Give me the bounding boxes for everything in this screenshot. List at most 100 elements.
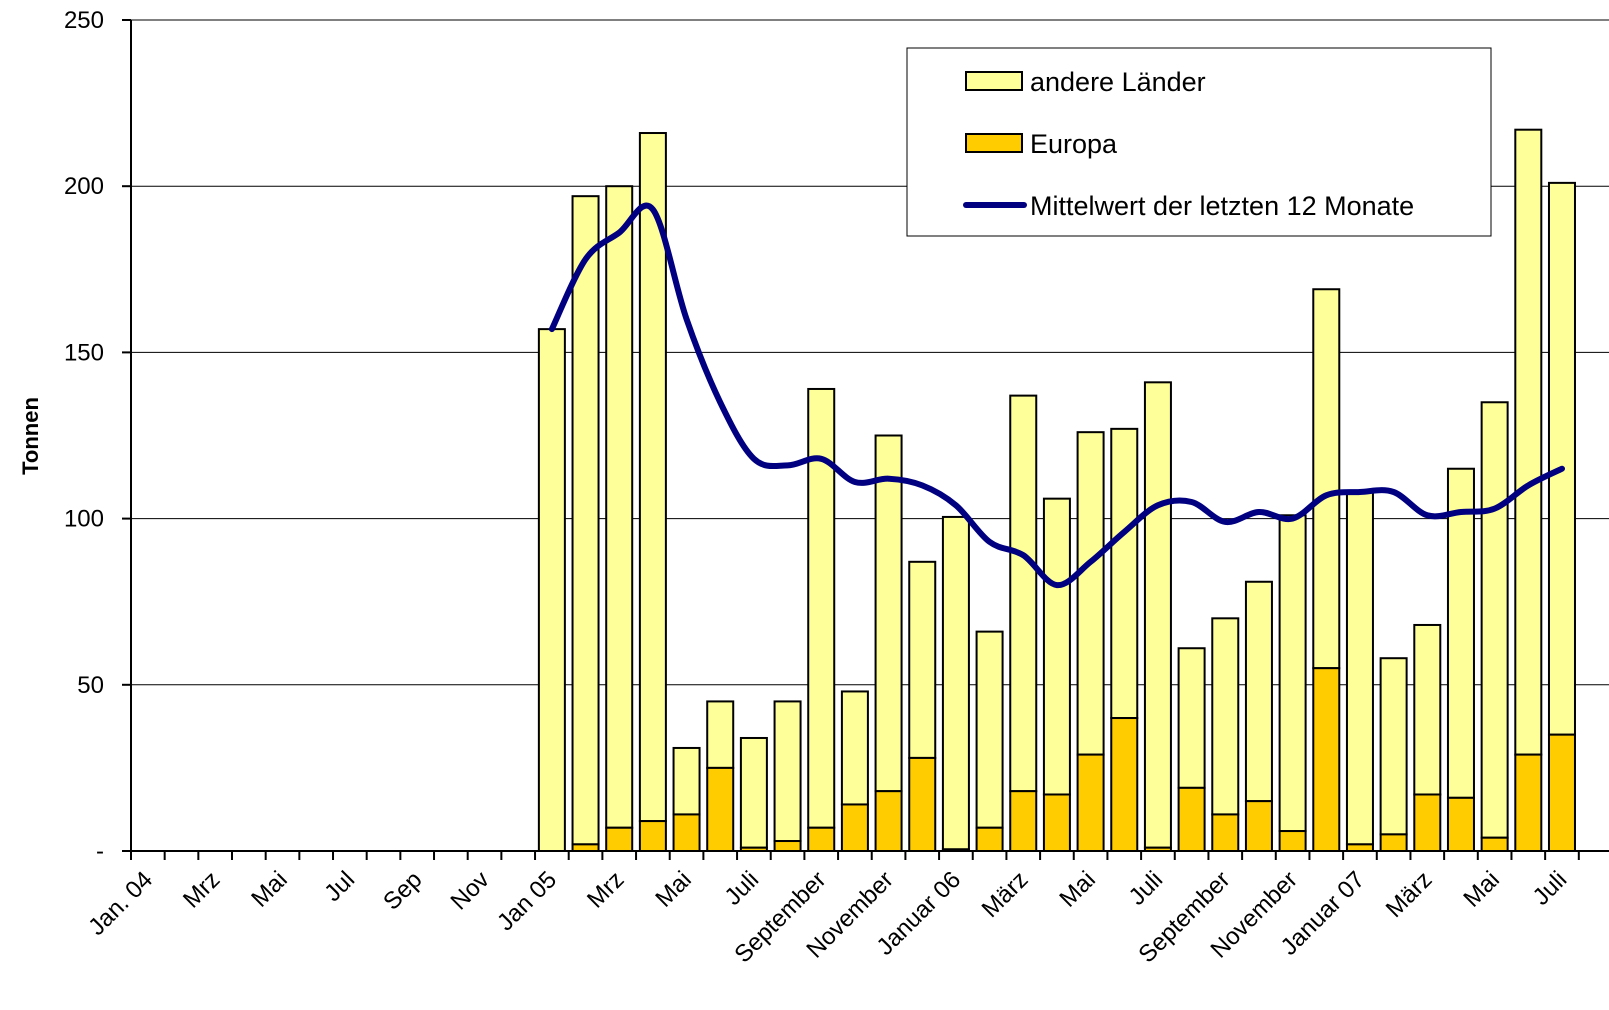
y-tick-label: 100 [64, 506, 104, 533]
x-tick-label: Nov [446, 866, 495, 915]
bar-stack [1413, 623, 1442, 853]
legend-swatch [965, 133, 1023, 153]
y-tick-label: 50 [77, 672, 104, 699]
bar-europa [1547, 733, 1576, 852]
bar-europa [638, 820, 667, 852]
axes [130, 20, 1609, 852]
bar-andere-laender [840, 690, 869, 806]
y-tick-label: - [96, 838, 104, 865]
bar-andere-laender [1177, 647, 1206, 789]
bar-stack [1177, 647, 1206, 852]
bar-stack [605, 185, 634, 852]
bar-andere-laender [1278, 514, 1307, 833]
bar-andere-laender [807, 387, 836, 829]
bar-andere-laender [1143, 381, 1172, 849]
bar-andere-laender [1244, 580, 1273, 803]
bar-europa [672, 813, 701, 852]
x-tick-label: Mrz [582, 866, 629, 913]
bar-andere-laender [908, 560, 937, 759]
bar-europa [1379, 833, 1408, 853]
bar-andere-laender [739, 736, 768, 849]
bar-stack [773, 700, 802, 853]
y-tick-label: 250 [64, 7, 104, 34]
bar-stack [1379, 657, 1408, 853]
bar-stack [1278, 514, 1307, 853]
bar-stack [874, 434, 903, 853]
bar-andere-laender [1009, 394, 1038, 793]
bar-europa [1514, 753, 1543, 852]
bar-stack [1480, 401, 1509, 852]
bar-stack [739, 736, 768, 853]
bar-andere-laender [1379, 657, 1408, 836]
bar-stack [706, 700, 735, 853]
x-tick-label: Mai [650, 866, 696, 912]
bar-europa [1312, 667, 1341, 852]
bar-stack [1042, 497, 1071, 853]
bar-europa [1413, 793, 1442, 853]
bar-stack [908, 560, 937, 852]
bar-andere-laender [1110, 427, 1139, 720]
bar-europa [874, 790, 903, 853]
legend-label: Mittelwert der letzten 12 Monate [1030, 191, 1414, 221]
bar-europa [975, 826, 1004, 852]
bar-stack [537, 328, 566, 852]
bar-europa [1446, 796, 1475, 852]
bar-stack [1110, 427, 1139, 852]
bar-andere-laender [773, 700, 802, 843]
bar-europa [706, 766, 735, 853]
x-tick-label: Juli [1528, 866, 1573, 911]
x-tick-label: Mai [1054, 866, 1100, 912]
y-axis-title: Tonnen [18, 397, 43, 475]
y-tick-label: 150 [64, 339, 104, 366]
bar-stack [1547, 181, 1576, 852]
bar-europa [1278, 830, 1307, 853]
bar-andere-laender [1312, 288, 1341, 670]
bar-europa [773, 840, 802, 853]
bar-europa [1480, 836, 1509, 852]
x-tick-label: März [1381, 866, 1438, 923]
x-tick-label: Jan. 04 [83, 866, 158, 941]
bar-europa [1110, 717, 1139, 852]
bar-andere-laender [672, 746, 701, 816]
bar-andere-laender [1480, 401, 1509, 839]
x-tick-label: Jan 05 [492, 866, 562, 936]
bar-stack [1244, 580, 1273, 853]
bar-andere-laender [874, 434, 903, 793]
bar-stack [571, 195, 600, 852]
moving-average-series [548, 202, 1565, 589]
x-tick-label: Mai [1458, 866, 1504, 912]
bar-andere-laender [605, 185, 634, 829]
bar-europa [1042, 793, 1071, 853]
bar-andere-laender [706, 700, 735, 769]
bar-europa [908, 756, 937, 852]
bar-andere-laender [571, 195, 600, 846]
bar-andere-laender [1413, 623, 1442, 796]
legend-label: andere Länder [1030, 67, 1206, 97]
legend: andere Länder Europa Mittelwert der letzte… [906, 47, 1492, 237]
legend-item: Mittelwert der letzten 12 Monate [963, 191, 1414, 221]
bar-stack [1514, 128, 1543, 852]
y-axis-ticks: - 50 100 150 200 250 [64, 7, 131, 865]
bar-europa [1177, 786, 1206, 852]
legend-swatch [965, 71, 1023, 91]
bar-stack [975, 630, 1004, 852]
bar-stack [638, 132, 667, 852]
x-tick-label: März [977, 866, 1034, 923]
bar-stack [1076, 431, 1105, 852]
bar-series [537, 128, 1576, 853]
bar-andere-laender [941, 515, 970, 851]
bar-andere-laender [1345, 491, 1374, 846]
bar-europa [1076, 753, 1105, 852]
x-tick-label: Jul [319, 866, 360, 907]
bar-europa [840, 803, 869, 852]
x-tick-label: Sep [378, 866, 427, 915]
bar-europa [1244, 800, 1273, 853]
legend-item: Europa [965, 129, 1118, 159]
legend-label: Europa [1030, 129, 1118, 159]
bar-stack [1446, 467, 1475, 852]
bar-stack [941, 515, 970, 853]
x-tick-label: Juli [720, 866, 765, 911]
bar-europa [1009, 790, 1038, 853]
bar-stack [672, 746, 701, 852]
